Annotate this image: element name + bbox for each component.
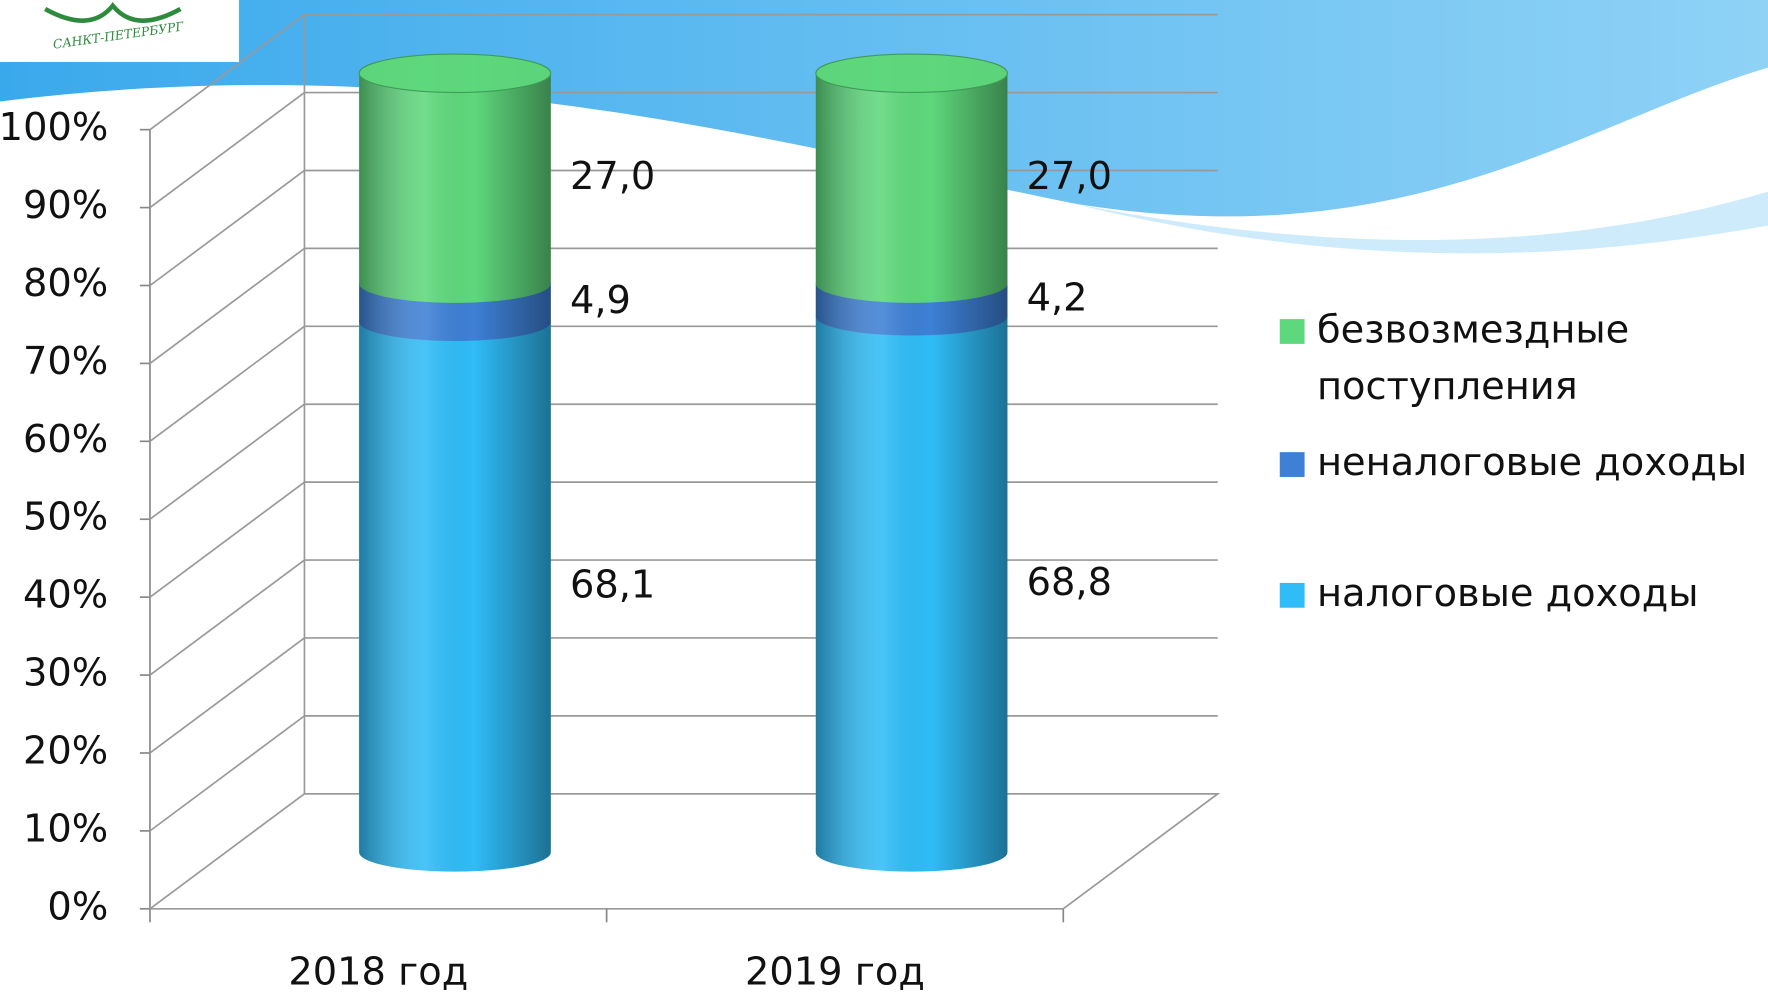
cylinder-top	[359, 54, 551, 92]
y-tick-label: 10%	[23, 806, 108, 851]
y-tick-label: 0%	[47, 884, 108, 929]
value-label: 27,0	[1027, 154, 1112, 199]
value-label: 68,1	[570, 563, 655, 608]
value-label: 68,8	[1027, 560, 1112, 605]
y-tick-label: 80%	[23, 261, 108, 306]
value-label: 27,0	[570, 154, 655, 199]
y-tick-label: 30%	[23, 651, 108, 696]
legend-label: налоговые доходы	[1317, 571, 1699, 616]
grid-line	[150, 638, 304, 753]
value-label: 4,9	[570, 278, 631, 323]
y-tick-label: 50%	[23, 495, 108, 540]
grid-line	[150, 794, 304, 909]
grid-line	[150, 326, 304, 441]
value-label: 4,2	[1027, 276, 1088, 321]
y-tick-label: 70%	[23, 339, 108, 384]
cylinder-shade	[359, 303, 551, 872]
x-tick-label: 2018 год	[288, 950, 468, 995]
legend-swatch	[1280, 319, 1305, 344]
x-tick-label: 2019 год	[745, 950, 925, 995]
grid-line	[150, 93, 304, 208]
grid-line	[150, 170, 304, 285]
chart: САНКТ-ПЕТЕРБУРГ 0%10%20%30%40%50%60%70%8…	[0, 0, 1768, 999]
grid-line	[150, 716, 304, 831]
cylinder-top	[816, 54, 1008, 92]
legend-label: неналоговые доходы	[1317, 440, 1747, 485]
y-tick-label: 40%	[23, 573, 108, 618]
grid-line	[150, 404, 304, 519]
cylinder-shade	[816, 297, 1008, 871]
floor	[150, 794, 1218, 909]
y-tick-label: 100%	[0, 105, 108, 150]
grid-line	[150, 482, 304, 597]
grid-line	[150, 248, 304, 363]
y-tick-label: 90%	[23, 183, 108, 228]
legend-swatch	[1280, 583, 1305, 608]
legend-swatch	[1280, 452, 1305, 477]
grid-line	[150, 560, 304, 675]
y-tick-label: 20%	[23, 728, 108, 773]
y-tick-label: 60%	[23, 417, 108, 462]
